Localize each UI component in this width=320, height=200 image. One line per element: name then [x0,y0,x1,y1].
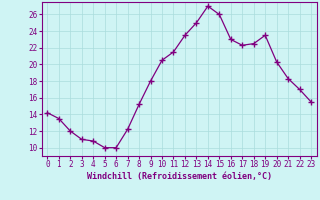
X-axis label: Windchill (Refroidissement éolien,°C): Windchill (Refroidissement éolien,°C) [87,172,272,181]
